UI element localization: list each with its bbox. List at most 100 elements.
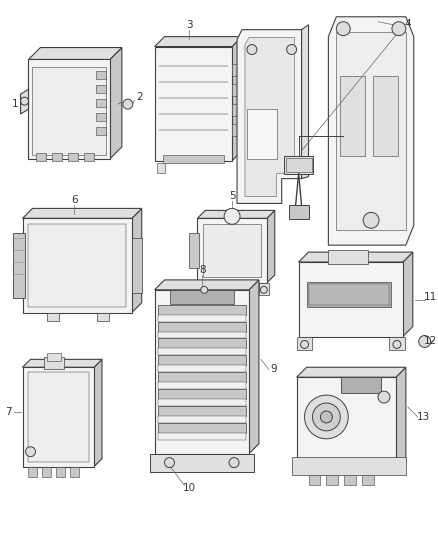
Bar: [299, 262, 403, 336]
Bar: [28, 372, 89, 462]
Bar: [373, 76, 398, 156]
Text: 5: 5: [229, 191, 235, 201]
Polygon shape: [155, 280, 259, 290]
Circle shape: [123, 99, 133, 109]
Text: 2: 2: [136, 92, 143, 102]
Bar: [13, 233, 25, 298]
Bar: [158, 314, 246, 321]
Bar: [308, 284, 389, 305]
Bar: [158, 423, 246, 433]
Bar: [155, 46, 232, 161]
Text: 7: 7: [5, 407, 12, 417]
Polygon shape: [155, 37, 242, 46]
Polygon shape: [302, 25, 308, 179]
Text: 6: 6: [71, 196, 78, 205]
Bar: [232, 124, 246, 136]
Circle shape: [165, 458, 174, 467]
Bar: [68, 153, 78, 161]
Bar: [232, 84, 246, 96]
Circle shape: [363, 212, 379, 228]
Bar: [297, 336, 312, 350]
Bar: [150, 454, 254, 472]
Bar: [158, 332, 246, 338]
Bar: [232, 64, 246, 76]
Polygon shape: [249, 280, 259, 454]
Bar: [197, 219, 267, 283]
Bar: [96, 113, 106, 121]
Bar: [47, 313, 59, 321]
Bar: [292, 457, 406, 474]
Bar: [84, 153, 94, 161]
Bar: [42, 466, 51, 477]
Bar: [47, 353, 61, 361]
Bar: [247, 109, 277, 159]
Bar: [341, 377, 381, 393]
Bar: [158, 406, 246, 416]
Bar: [36, 153, 46, 161]
Polygon shape: [299, 252, 413, 262]
Bar: [158, 416, 246, 423]
Circle shape: [25, 447, 35, 457]
Bar: [170, 290, 234, 304]
Bar: [32, 67, 106, 155]
Polygon shape: [403, 252, 413, 336]
Bar: [158, 372, 246, 382]
Bar: [326, 472, 338, 486]
Text: 12: 12: [424, 336, 437, 346]
Bar: [162, 155, 224, 163]
Polygon shape: [22, 359, 102, 367]
Bar: [286, 158, 311, 172]
Bar: [158, 356, 246, 365]
Polygon shape: [396, 367, 406, 472]
Text: 1: 1: [12, 99, 19, 109]
Circle shape: [229, 458, 239, 467]
Bar: [28, 466, 37, 477]
Polygon shape: [94, 359, 102, 466]
Bar: [336, 31, 406, 230]
Bar: [57, 466, 65, 477]
Bar: [203, 224, 261, 277]
Bar: [96, 127, 106, 135]
Bar: [158, 389, 246, 399]
Circle shape: [378, 391, 390, 403]
Text: 13: 13: [417, 412, 430, 422]
Polygon shape: [197, 211, 275, 219]
Polygon shape: [21, 89, 28, 114]
Polygon shape: [267, 211, 275, 283]
Bar: [284, 156, 314, 174]
Polygon shape: [22, 208, 142, 219]
Polygon shape: [237, 30, 302, 204]
Bar: [189, 233, 199, 268]
Text: 11: 11: [424, 292, 437, 302]
Bar: [158, 321, 246, 332]
Bar: [44, 357, 64, 369]
Polygon shape: [232, 37, 242, 161]
Bar: [307, 282, 391, 306]
Bar: [132, 238, 142, 293]
Bar: [344, 472, 356, 486]
Circle shape: [300, 341, 308, 349]
Bar: [340, 76, 365, 156]
Circle shape: [287, 45, 297, 54]
Text: 4: 4: [405, 19, 411, 29]
Bar: [22, 367, 94, 466]
Text: 3: 3: [186, 20, 193, 30]
Bar: [97, 313, 109, 321]
Circle shape: [392, 22, 406, 36]
Bar: [362, 472, 374, 486]
Bar: [158, 382, 246, 389]
Polygon shape: [28, 47, 122, 60]
Bar: [96, 99, 106, 107]
Circle shape: [260, 286, 267, 293]
Bar: [158, 338, 246, 349]
Bar: [199, 283, 209, 295]
Bar: [259, 283, 269, 295]
Bar: [155, 290, 249, 454]
Polygon shape: [297, 367, 406, 377]
Bar: [158, 399, 246, 406]
Bar: [158, 349, 246, 356]
Circle shape: [393, 341, 401, 349]
Polygon shape: [132, 208, 142, 313]
Circle shape: [224, 208, 240, 224]
Text: 9: 9: [270, 364, 277, 374]
